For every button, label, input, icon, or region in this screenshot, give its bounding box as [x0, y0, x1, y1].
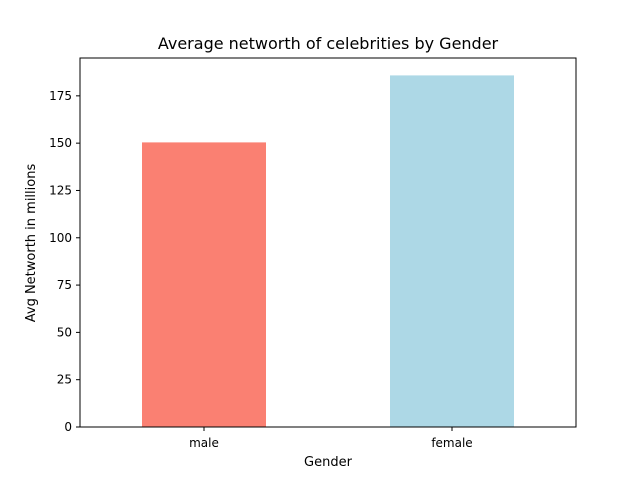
- x-axis-label: Gender: [304, 455, 353, 470]
- y-axis-label: Avg Networth in millions: [24, 164, 39, 323]
- y-tick-label: 25: [57, 373, 72, 387]
- y-tick-label: 75: [57, 278, 72, 292]
- axes-layer: 0 25 50 75 100 125 150 175 male female: [49, 57, 577, 450]
- plot-frame: [79, 57, 577, 428]
- chart-title: Average networth of celebrities by Gende…: [158, 34, 499, 53]
- x-tick-label-female: female: [431, 436, 472, 450]
- y-tick-label: 150: [49, 136, 72, 150]
- y-tick-label: 125: [49, 183, 72, 197]
- bar-female: [390, 75, 514, 427]
- y-tick-label: 100: [49, 231, 72, 245]
- y-tick-label: 0: [64, 420, 72, 434]
- bar-male: [142, 142, 266, 428]
- x-tick-label-male: male: [189, 436, 219, 450]
- bars-layer: [142, 75, 514, 428]
- y-tick-label: 175: [49, 89, 72, 103]
- y-tick-label: 50: [57, 325, 72, 339]
